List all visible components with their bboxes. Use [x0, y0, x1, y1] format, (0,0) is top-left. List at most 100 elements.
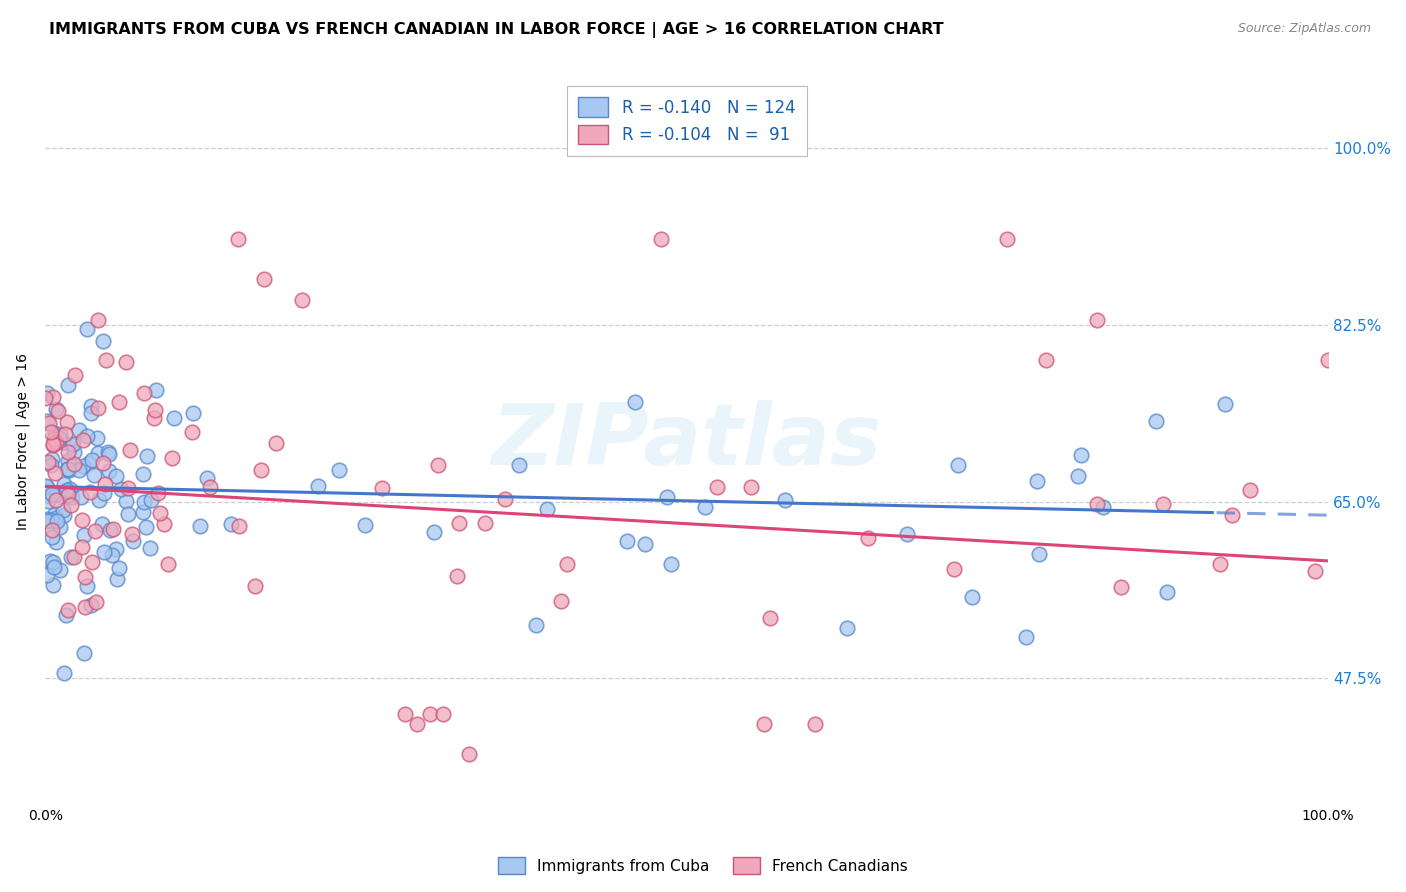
Point — [37, 455, 59, 469]
Point — [243, 579, 266, 593]
Point — [60, 438, 83, 452]
Point — [72, 459, 94, 474]
Y-axis label: In Labor Force | Age > 16: In Labor Force | Age > 16 — [15, 352, 30, 530]
Point — [34, 392, 56, 406]
Point — [1085, 497, 1108, 511]
Point — [135, 520, 157, 534]
Point — [35, 567, 58, 582]
Point — [44, 508, 66, 523]
Point — [35, 484, 58, 499]
Point — [56, 462, 79, 476]
Point — [132, 505, 155, 519]
Point — [1144, 413, 1167, 427]
Point — [1317, 353, 1340, 368]
Point — [55, 426, 77, 441]
Point — [307, 479, 329, 493]
Point — [98, 464, 121, 478]
Point — [143, 402, 166, 417]
Point — [41, 487, 63, 501]
Point — [44, 466, 66, 480]
Point — [1209, 557, 1232, 571]
Point — [139, 541, 162, 555]
Point — [56, 415, 79, 429]
Point — [60, 491, 83, 505]
Point — [550, 594, 572, 608]
Point — [406, 716, 429, 731]
Text: ZIPatlas: ZIPatlas — [492, 400, 882, 483]
Point — [447, 516, 470, 530]
Point — [536, 502, 558, 516]
Point — [86, 430, 108, 444]
Point — [943, 562, 966, 576]
Point — [115, 355, 138, 369]
Point — [695, 500, 717, 514]
Point — [946, 458, 969, 472]
Point — [56, 488, 79, 502]
Point — [38, 489, 60, 503]
Point — [44, 488, 66, 502]
Point — [457, 747, 479, 761]
Point — [104, 542, 127, 557]
Point — [291, 293, 314, 307]
Point — [48, 404, 70, 418]
Point — [328, 463, 350, 477]
Point — [87, 493, 110, 508]
Point — [76, 428, 98, 442]
Point — [960, 590, 983, 604]
Point — [659, 557, 682, 571]
Point — [44, 432, 66, 446]
Point — [121, 526, 143, 541]
Point — [44, 425, 66, 440]
Point — [132, 467, 155, 482]
Point — [41, 523, 63, 537]
Point — [56, 454, 79, 468]
Point — [48, 520, 70, 534]
Point — [45, 493, 67, 508]
Point — [91, 334, 114, 349]
Point — [1085, 313, 1108, 327]
Point — [93, 545, 115, 559]
Point — [188, 519, 211, 533]
Point — [250, 463, 273, 477]
Point — [58, 463, 80, 477]
Point — [56, 483, 79, 497]
Point — [371, 481, 394, 495]
Point — [117, 481, 139, 495]
Point — [37, 415, 59, 429]
Point — [101, 522, 124, 536]
Point — [45, 511, 67, 525]
Point — [1239, 483, 1261, 497]
Point — [67, 463, 90, 477]
Point — [77, 456, 100, 470]
Point — [117, 508, 139, 522]
Point — [52, 434, 75, 449]
Point — [804, 716, 827, 731]
Point — [60, 549, 83, 564]
Point — [195, 470, 218, 484]
Point — [73, 646, 96, 660]
Point — [63, 457, 86, 471]
Text: Source: ZipAtlas.com: Source: ZipAtlas.com — [1237, 22, 1371, 36]
Point — [1213, 397, 1236, 411]
Point — [1152, 497, 1174, 511]
Point — [1035, 353, 1057, 368]
Point — [423, 524, 446, 539]
Point — [45, 402, 67, 417]
Point — [474, 516, 496, 530]
Point — [997, 232, 1019, 246]
Point — [38, 416, 60, 430]
Point — [87, 313, 110, 327]
Point — [84, 594, 107, 608]
Point — [80, 400, 103, 414]
Point — [134, 495, 156, 509]
Point — [87, 446, 110, 460]
Point — [45, 435, 67, 450]
Point — [39, 513, 62, 527]
Legend: R = -0.140   N = 124, R = -0.104   N =  91: R = -0.140 N = 124, R = -0.104 N = 91 — [567, 86, 807, 156]
Point — [108, 561, 131, 575]
Point — [49, 563, 72, 577]
Point — [759, 611, 782, 625]
Point — [56, 461, 79, 475]
Point — [56, 603, 79, 617]
Point — [73, 570, 96, 584]
